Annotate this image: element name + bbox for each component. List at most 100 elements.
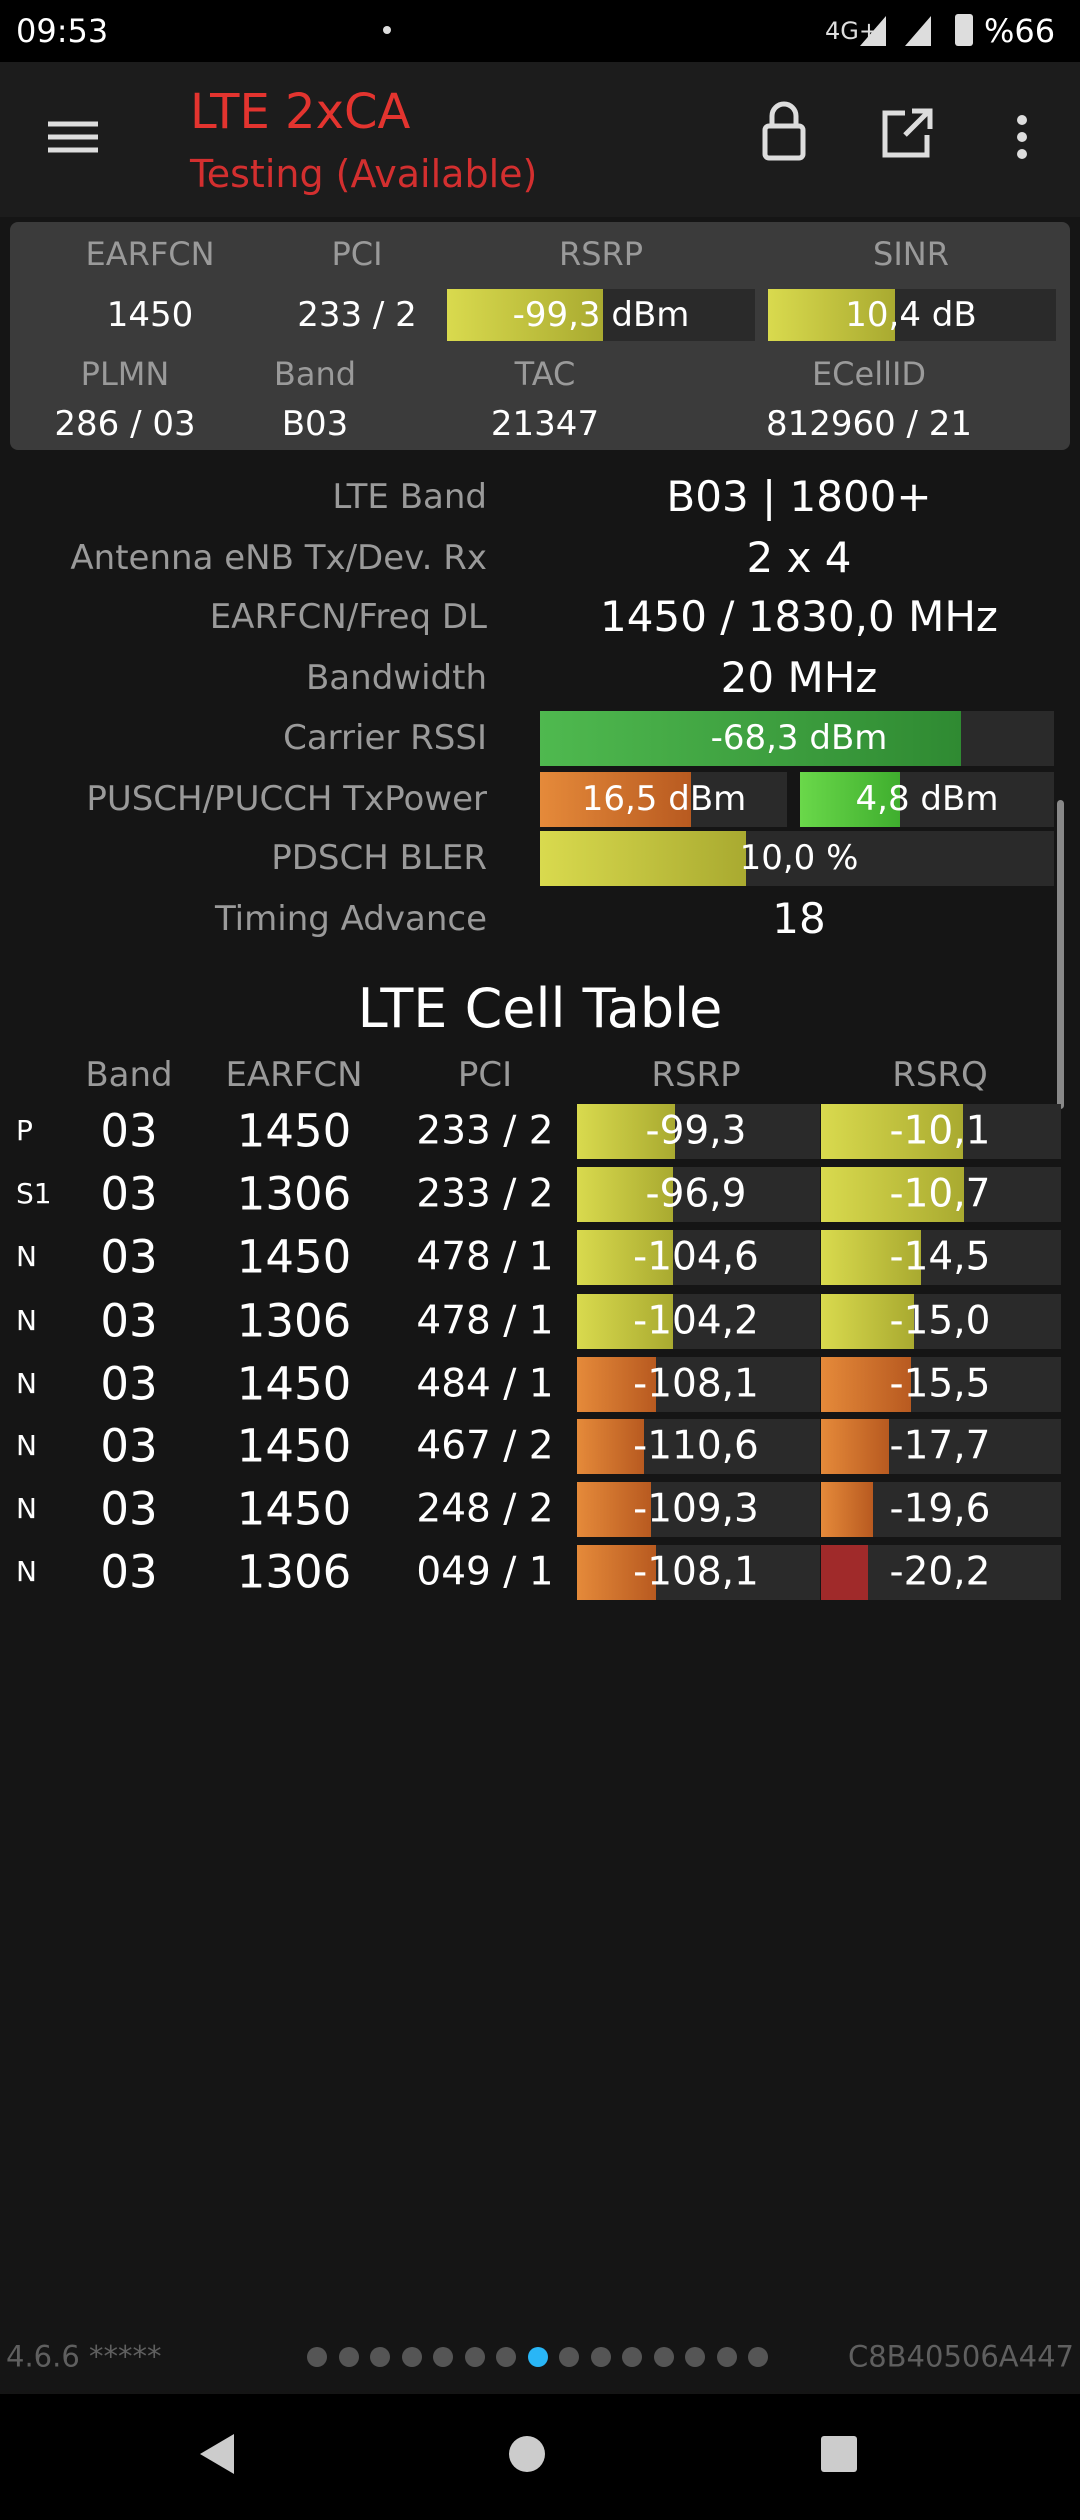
share-icon — [882, 108, 933, 158]
cell-earfcn: 1450 — [236, 1482, 352, 1536]
cell-rsrp: -108,1 — [633, 1361, 759, 1407]
cell-earfcn: 1450 — [236, 1104, 352, 1158]
detail-value: 4,8 dBm — [855, 779, 999, 819]
cell-earfcn: 1450 — [236, 1419, 352, 1473]
page-dot[interactable] — [559, 2347, 579, 2367]
bar-fill — [577, 1356, 656, 1412]
detail-label: PUSCH/PUCCH TxPower — [86, 779, 487, 819]
summary-header: ECellID — [811, 355, 927, 393]
bar-fill — [768, 289, 895, 341]
cell-pci: 478 / 1 — [416, 1234, 554, 1280]
cell-type: P — [16, 1114, 33, 1147]
detail-label: Antenna eNB Tx/Dev. Rx — [70, 538, 487, 578]
cell-band: 03 — [100, 1482, 158, 1536]
signal-icon — [860, 16, 931, 46]
scrollbar — [1057, 800, 1064, 1109]
summary-header: EARFCN — [85, 235, 215, 273]
bar-fill — [821, 1293, 914, 1349]
detail-label: Timing Advance — [214, 899, 487, 939]
lock-icon — [762, 123, 806, 161]
nav-buttons[interactable] — [200, 2434, 857, 2474]
summary-header: Band — [273, 355, 357, 393]
cell-earfcn: 1450 — [236, 1357, 352, 1411]
summary-value: B03 — [281, 404, 349, 444]
summary-header: RSRP — [558, 235, 644, 273]
page-dot[interactable] — [590, 2347, 611, 2367]
cell-type: N — [16, 1555, 37, 1588]
cell-rsrq: -20,2 — [889, 1549, 991, 1595]
bar-fill — [821, 1356, 911, 1412]
detail-value: 1450 / 1830,0 MHz — [600, 592, 998, 641]
home-button[interactable] — [509, 2436, 545, 2472]
detail-value: 20 MHz — [720, 653, 878, 702]
app-title: LTE 2xCA — [190, 84, 411, 140]
cell-band: 03 — [100, 1167, 158, 1221]
summary-value: 10,4 dB — [845, 295, 977, 335]
status-bar — [0, 0, 1080, 62]
cell-pci: 049 / 1 — [416, 1549, 554, 1595]
column-header: PCI — [457, 1055, 513, 1095]
summary-header: PLMN — [80, 355, 170, 393]
summary-value: 1450 — [106, 295, 194, 335]
summary-value: -99,3 dBm — [512, 295, 690, 335]
page-dot[interactable] — [338, 2347, 359, 2367]
more-icon — [1017, 115, 1027, 125]
page-dot[interactable] — [307, 2347, 327, 2367]
page-dot[interactable] — [401, 2347, 422, 2367]
page-dot[interactable] — [685, 2347, 705, 2367]
status-network: 4G+ — [825, 17, 879, 45]
cell-type: N — [16, 1429, 37, 1462]
page-dot[interactable] — [370, 2347, 390, 2367]
cell-band: 03 — [100, 1545, 158, 1599]
summary-header: TAC — [514, 355, 576, 393]
bar-fill — [577, 1293, 673, 1349]
cell-type: S1 — [16, 1177, 52, 1210]
column-header: Band — [85, 1055, 173, 1095]
cell-pci: 233 / 2 — [416, 1108, 554, 1154]
bar-fill — [800, 771, 900, 827]
cell-rsrq: -15,0 — [889, 1298, 991, 1344]
cell-type: N — [16, 1240, 37, 1273]
detail-label: EARFCN/Freq DL — [209, 597, 487, 637]
summary-header: SINR — [873, 235, 949, 273]
column-header: RSRP — [651, 1055, 741, 1095]
cell-band: 03 — [100, 1230, 158, 1284]
status-battery: %66 — [984, 12, 1056, 50]
summary-header: PCI — [331, 235, 383, 273]
cell-rsrq: -10,1 — [889, 1108, 991, 1154]
summary-value: 233 / 2 — [297, 295, 417, 335]
cell-rsrp: -110,6 — [633, 1423, 759, 1469]
detail-label: Bandwidth — [305, 658, 487, 698]
cell-band: 03 — [100, 1419, 158, 1473]
detail-value: 16,5 dBm — [581, 779, 747, 819]
page-dot[interactable] — [464, 2347, 485, 2367]
page-dot[interactable] — [496, 2347, 516, 2367]
menu-icon — [48, 121, 98, 153]
cell-rsrp: -108,1 — [633, 1549, 759, 1595]
page-dot[interactable] — [433, 2347, 453, 2367]
bar-fill — [821, 1418, 889, 1474]
recents-button[interactable] — [821, 2436, 857, 2472]
back-button[interactable] — [200, 2434, 234, 2474]
page-dot[interactable] — [653, 2347, 674, 2367]
page-dot[interactable] — [716, 2347, 737, 2367]
page-dot[interactable] — [748, 2347, 768, 2367]
cell-type: N — [16, 1304, 37, 1337]
bar-fill — [577, 1418, 644, 1474]
detail-value: 18 — [772, 894, 826, 943]
bar-fill — [821, 1103, 963, 1159]
page-dot[interactable] — [527, 2347, 548, 2367]
bar-fill — [447, 289, 603, 341]
app-subtitle: Testing (Available) — [190, 152, 538, 196]
cell-band: 03 — [100, 1357, 158, 1411]
bar-fill — [821, 1481, 873, 1537]
bar-fill — [577, 1544, 656, 1600]
cell-band: 03 — [100, 1294, 158, 1348]
column-header: EARFCN — [225, 1055, 363, 1095]
summary-value: 286 / 03 — [54, 404, 196, 444]
column-header: RSRQ — [892, 1055, 988, 1095]
cell-earfcn: 1306 — [236, 1545, 352, 1599]
page-dot[interactable] — [622, 2347, 642, 2367]
cell-earfcn: 1450 — [236, 1230, 352, 1284]
